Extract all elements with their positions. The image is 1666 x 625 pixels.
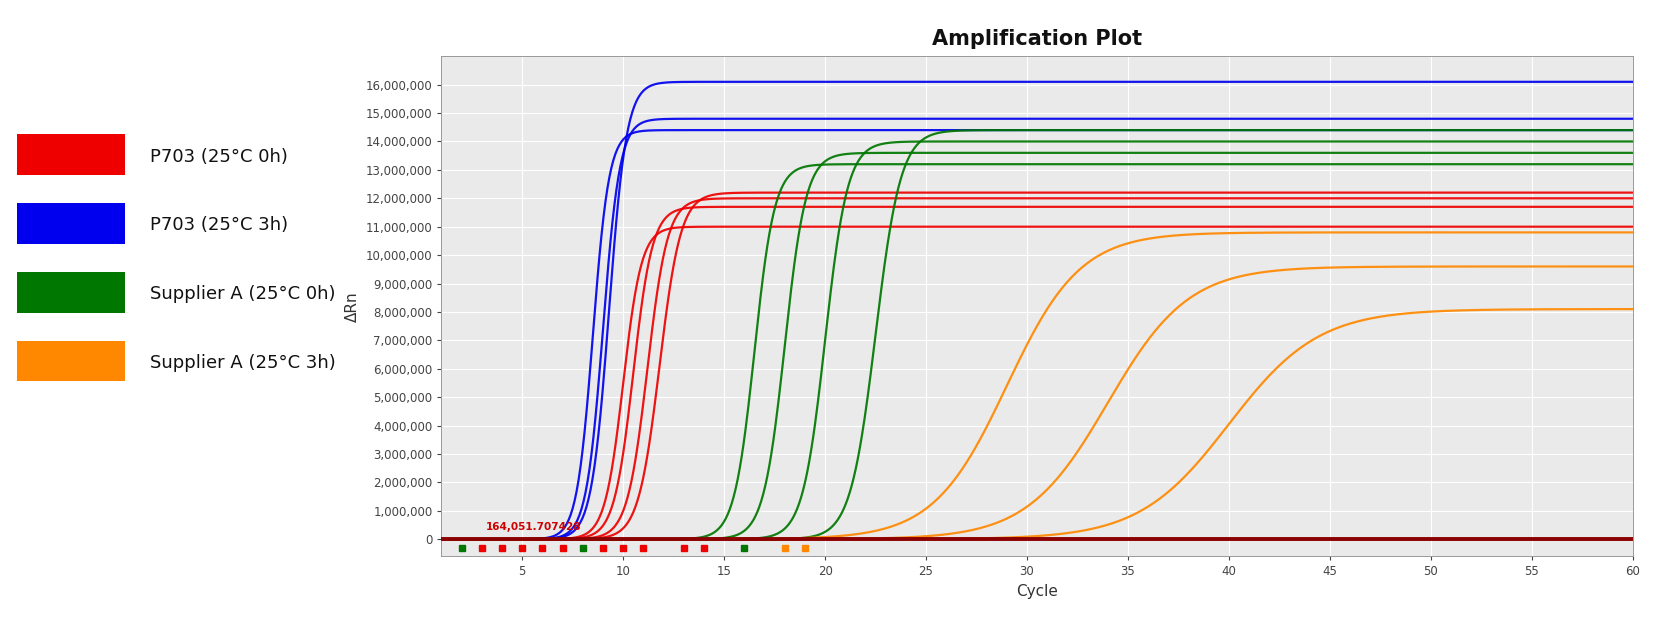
Title: Amplification Plot: Amplification Plot xyxy=(931,29,1143,49)
X-axis label: Cycle: Cycle xyxy=(1016,584,1058,599)
Text: Supplier A (25°C 0h): Supplier A (25°C 0h) xyxy=(150,285,335,303)
Text: P703 (25°C 0h): P703 (25°C 0h) xyxy=(150,148,288,166)
Text: 164,051.707428: 164,051.707428 xyxy=(486,522,581,532)
Y-axis label: ΔRn: ΔRn xyxy=(345,291,360,321)
Text: Supplier A (25°C 3h): Supplier A (25°C 3h) xyxy=(150,354,335,372)
Text: P703 (25°C 3h): P703 (25°C 3h) xyxy=(150,216,288,234)
